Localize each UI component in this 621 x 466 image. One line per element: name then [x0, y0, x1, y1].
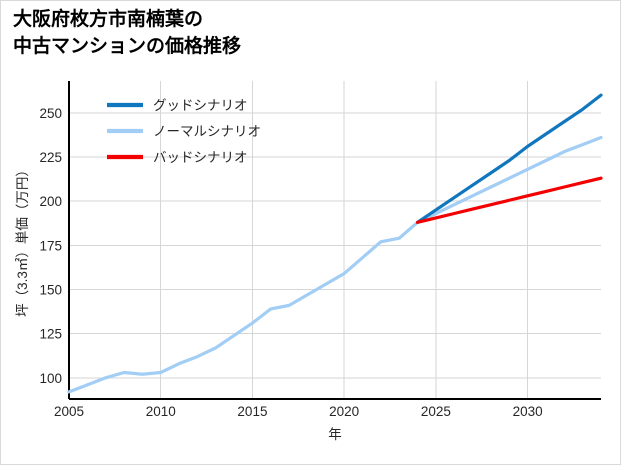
- y-tick-label: 100: [39, 371, 62, 386]
- legend-label-2: バッドシナリオ: [153, 150, 248, 165]
- page-title: 大阪府枚方市南楠葉の 中古マンションの価格推移: [13, 9, 242, 57]
- series-group: [67, 93, 603, 394]
- y-tick-label: 175: [39, 238, 62, 253]
- x-tick-label: 2025: [421, 404, 451, 419]
- y-tick-label: 250: [39, 106, 62, 121]
- x-tick-labels-group: 2005 2010 2015 2020 2025 2030: [54, 404, 543, 419]
- x-axis-title: 年: [328, 427, 342, 442]
- legend-label-1: ノーマルシナリオ: [153, 124, 261, 139]
- y-tick-label: 225: [39, 150, 62, 165]
- x-tick-label: 2005: [54, 404, 84, 419]
- x-tick-label: 2020: [329, 404, 359, 419]
- series-line-バッドシナリオ: [415, 176, 603, 224]
- legend-label-0: グッドシナリオ: [153, 98, 248, 113]
- axis-lines-group: [68, 81, 601, 400]
- gridlines-group: [68, 81, 601, 399]
- y-tick-labels-group: 100 125 150 175 200 225 250: [39, 106, 62, 386]
- y-axis-title: 坪（3.3㎡）単価（万円）: [15, 163, 30, 317]
- series-line-グッドシナリオ: [415, 93, 603, 224]
- axis-titles-group: 年 坪（3.3㎡）単価（万円）: [15, 163, 342, 442]
- y-tick-label: 125: [39, 327, 62, 342]
- y-tick-label: 150: [39, 282, 62, 297]
- x-tick-label: 2010: [146, 404, 176, 419]
- x-tick-label: 2030: [513, 404, 543, 419]
- x-tick-label: 2015: [237, 404, 267, 419]
- y-tick-label: 200: [39, 194, 62, 209]
- series-line-ノーマルシナリオ: [67, 135, 603, 394]
